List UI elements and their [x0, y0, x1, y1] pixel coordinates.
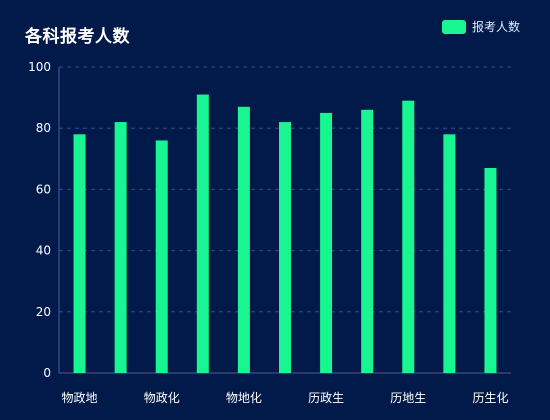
y-tick-label: 80: [36, 121, 51, 135]
bar: [279, 122, 291, 373]
chart-legend: 报考人数: [441, 18, 520, 35]
legend-swatch: [441, 19, 466, 34]
bar: [320, 112, 333, 374]
x-tick-label: 物政化: [144, 391, 180, 405]
y-tick-label: 100: [28, 60, 51, 74]
x-tick-label: 物地化: [226, 391, 262, 405]
bar: [155, 140, 168, 373]
bars: [73, 94, 497, 374]
y-tick-label: 20: [36, 305, 51, 319]
bar: [361, 109, 374, 373]
axis-labels: 0 20 40 60 80 100 物政地 物政化 物地化 历政生 历地生 历生化: [28, 60, 508, 405]
x-tick-label: 历政生: [308, 391, 344, 405]
y-tick-label: 0: [43, 366, 51, 380]
x-tick-label: 历地生: [390, 391, 426, 405]
bar: [73, 134, 86, 373]
bar: [114, 122, 127, 373]
chart-title: 各科报考人数: [25, 27, 130, 47]
x-tick-label: 历生化: [472, 391, 508, 405]
y-tick-label: 60: [36, 182, 51, 196]
bar: [443, 134, 456, 373]
y-tick-label: 40: [36, 244, 51, 258]
x-tick-label: 物政地: [62, 391, 98, 405]
legend-label: 报考人数: [471, 20, 520, 34]
bar: [484, 167, 497, 373]
bar: [402, 100, 415, 373]
bar: [196, 94, 209, 373]
bar: [237, 106, 250, 373]
